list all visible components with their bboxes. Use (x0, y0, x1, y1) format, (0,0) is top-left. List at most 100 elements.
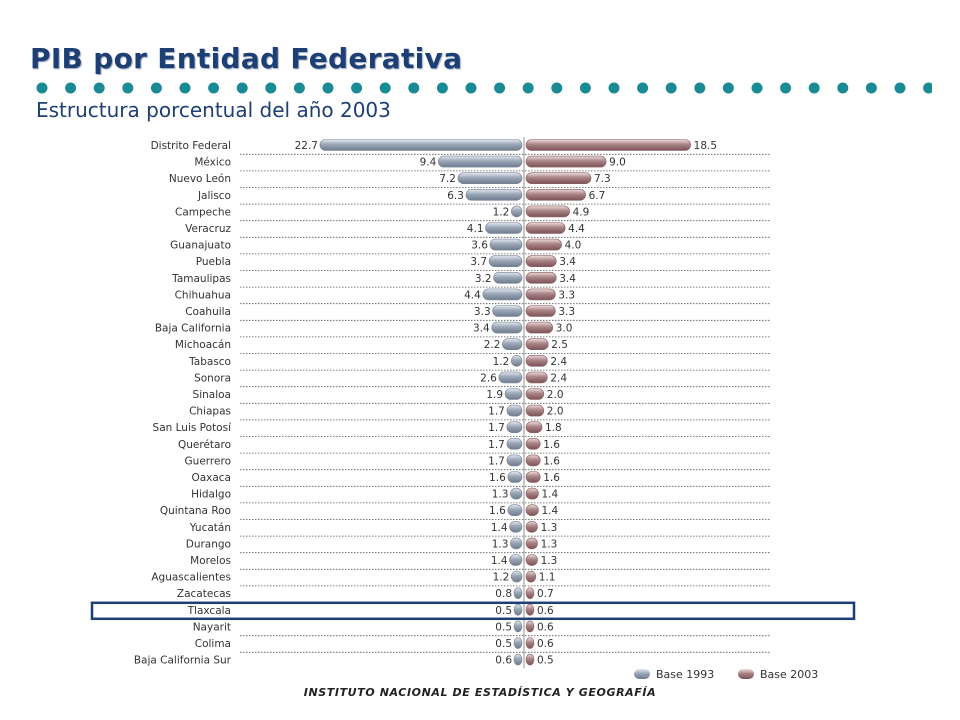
decorative-dot (236, 82, 248, 94)
bar-base-1993 (509, 554, 523, 566)
bar-base-1993 (482, 288, 523, 301)
category-label: Baja California Sur (134, 655, 232, 667)
value-label-2003: 0.7 (537, 588, 554, 600)
category-label: Guerrero (185, 455, 231, 467)
decorative-dot (208, 82, 220, 94)
value-label-2003: 9.0 (609, 157, 626, 169)
category-label: Veracruz (185, 223, 231, 235)
value-label-1993: 2.2 (484, 339, 501, 351)
value-label-2003: 2.0 (547, 406, 564, 418)
bar-base-2003 (525, 321, 554, 334)
decorative-dot (694, 82, 706, 94)
bar-base-1993 (513, 620, 523, 633)
bar-base-2003 (525, 487, 539, 500)
bar-base-2003 (525, 471, 541, 483)
value-label-2003: 0.5 (537, 655, 554, 667)
value-label-2003: 1.3 (541, 555, 558, 567)
decorative-dot (36, 82, 48, 94)
decorative-dot (923, 82, 932, 94)
value-label-1993: 3.3 (474, 306, 491, 318)
value-label-1993: 4.1 (467, 223, 484, 235)
value-label-1993: 2.6 (480, 372, 497, 384)
category-label: Campeche (175, 206, 231, 218)
value-label-1993: 1.3 (492, 538, 509, 550)
category-label: Yucatán (189, 522, 231, 534)
bar-base-2003 (525, 421, 543, 434)
value-label-1993: 3.7 (470, 256, 487, 268)
decorative-dot (751, 82, 763, 94)
category-label: Quintana Roo (160, 505, 231, 517)
category-label: Guanajuato (170, 240, 231, 252)
bar-base-2003 (525, 205, 570, 218)
decorative-dot (265, 82, 277, 94)
category-label: Chiapas (189, 406, 231, 418)
chart-subtitle: Estructura porcentual del año 2003 (36, 98, 391, 122)
bar-base-2003 (525, 222, 566, 234)
value-label-2003: 3.3 (558, 306, 575, 318)
value-label-1993: 0.5 (495, 605, 512, 617)
bar-base-1993 (502, 338, 523, 351)
decorative-dot (293, 82, 305, 94)
category-label: Jalisco (197, 190, 231, 202)
value-label-2003: 3.3 (558, 289, 575, 301)
bar-base-2003 (525, 637, 535, 649)
value-label-2003: 2.5 (551, 339, 568, 351)
bar-base-2003 (525, 587, 535, 600)
value-label-1993: 0.8 (495, 588, 512, 600)
decorative-dot (408, 82, 420, 94)
bar-base-1993 (492, 305, 523, 317)
category-label: Hidalgo (191, 489, 231, 501)
bar-base-2003 (525, 653, 535, 666)
bar-base-1993 (511, 570, 523, 583)
value-label-1993: 1.4 (491, 522, 508, 534)
bar-base-2003 (525, 388, 545, 400)
category-label: Nayarit (193, 621, 231, 633)
category-label: Colima (195, 638, 231, 650)
category-label: Durango (186, 538, 231, 550)
value-label-2003: 1.6 (543, 455, 560, 467)
bar-base-2003 (525, 520, 538, 533)
decorative-dot (465, 82, 477, 94)
value-label-1993: 1.7 (488, 455, 505, 467)
decorative-dot (379, 82, 391, 94)
bar-base-2003 (525, 288, 556, 301)
value-label-2003: 0.6 (537, 621, 554, 633)
value-label-2003: 4.4 (568, 223, 585, 235)
decorative-dot (65, 82, 77, 94)
category-label: Coahuila (185, 306, 231, 318)
value-label-1993: 1.7 (488, 439, 505, 451)
bar-base-2003 (525, 504, 539, 517)
bar-base-2003 (525, 371, 548, 384)
page-title: PIB por Entidad Federativa (30, 42, 463, 75)
category-label: Aguascalientes (151, 572, 231, 584)
bar-base-1993 (491, 321, 523, 334)
highlight-box (90, 601, 856, 621)
category-label: San Luis Potosí (153, 422, 233, 434)
bar-base-2003 (525, 305, 556, 317)
category-label: Michoacán (175, 339, 231, 351)
bar-base-1993 (513, 587, 523, 600)
value-label-2003: 1.4 (541, 505, 558, 517)
value-label-1993: 1.4 (491, 555, 508, 567)
legend-label-2003: Base 2003 (760, 668, 818, 681)
bar-base-2003 (525, 437, 541, 450)
decorative-dot (865, 82, 877, 94)
category-label: Tlaxcala (187, 605, 231, 617)
bar-base-1993 (513, 653, 523, 666)
bar-base-1993 (510, 537, 523, 550)
value-label-2003: 1.3 (541, 538, 558, 550)
decorative-dot (894, 82, 906, 94)
value-label-2003: 3.0 (556, 323, 573, 335)
legend-label-1993: Base 1993 (656, 668, 714, 681)
bar-base-2003 (525, 189, 586, 201)
value-label-2003: 4.0 (565, 240, 582, 252)
bar-base-2003 (525, 620, 535, 633)
bar-base-2003 (525, 238, 562, 251)
bar-base-2003 (525, 338, 549, 351)
value-label-2003: 1.8 (545, 422, 562, 434)
bar-base-1993 (493, 271, 523, 284)
bar-base-1993 (509, 520, 523, 533)
decorative-dot (494, 82, 506, 94)
bar-base-2003 (525, 554, 538, 566)
